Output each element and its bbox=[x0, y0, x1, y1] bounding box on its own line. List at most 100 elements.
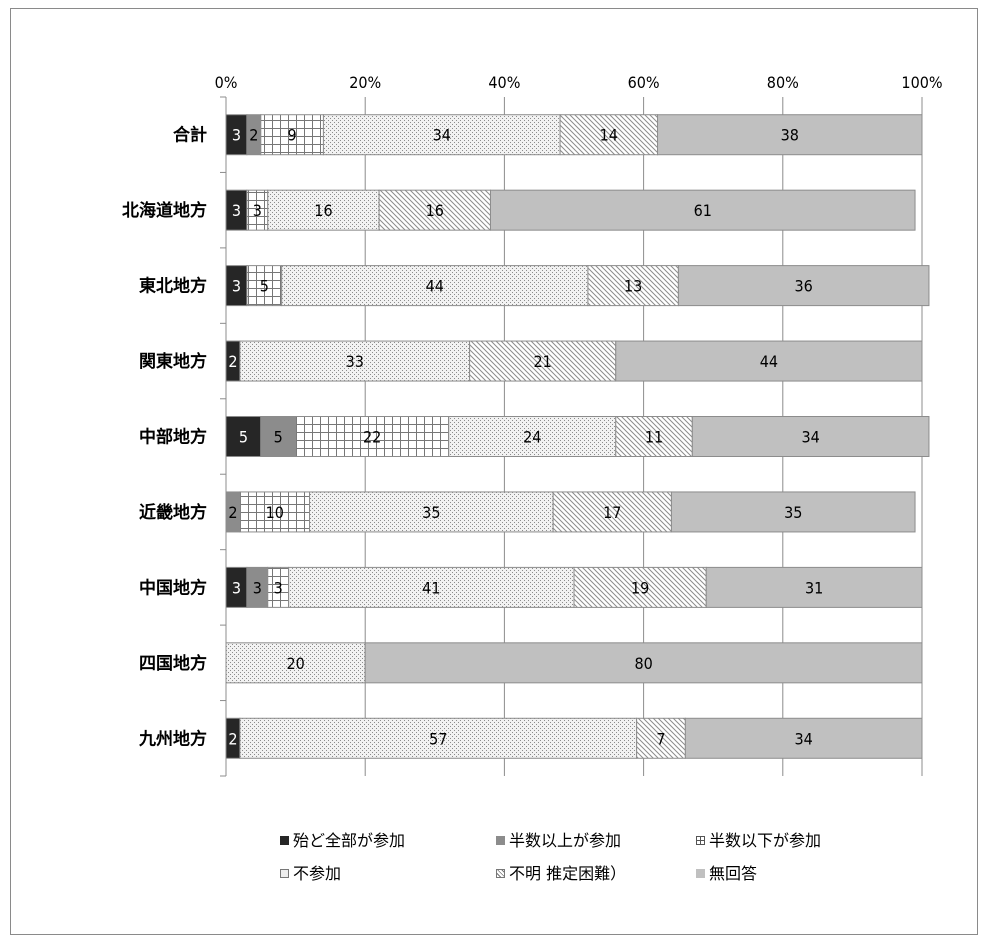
bar-segment bbox=[288, 566, 575, 608]
bar-segment bbox=[615, 340, 923, 382]
data-label: 3 bbox=[232, 277, 241, 296]
bar-segment bbox=[260, 416, 297, 457]
category-label: 中部地方 bbox=[139, 427, 207, 448]
data-label: 2 bbox=[228, 352, 237, 371]
data-label: 14 bbox=[600, 126, 618, 145]
category-label: 近畿地方 bbox=[139, 502, 207, 523]
legend-label: 半数以下が参加 bbox=[709, 831, 822, 850]
bar-layer: 3 2 9 34 14 383 3 16 16 613 5 44 13 362 33 21 445 5 22 24 11… bbox=[225, 114, 930, 759]
data-label: 33 bbox=[346, 352, 364, 371]
data-label: 5 bbox=[260, 277, 269, 296]
data-label: 61 bbox=[694, 201, 712, 220]
data-label: 3 bbox=[253, 578, 262, 597]
bar-segment bbox=[225, 416, 262, 457]
data-label: 5 bbox=[239, 428, 248, 447]
data-label: 41 bbox=[422, 578, 440, 597]
data-label: 2 bbox=[249, 126, 258, 145]
bar-segment bbox=[225, 642, 366, 684]
category-label: 合計 bbox=[173, 125, 207, 146]
bar-segment bbox=[657, 114, 923, 156]
data-label: 35 bbox=[784, 503, 802, 522]
data-label: 20 bbox=[286, 654, 304, 673]
legend-swatch bbox=[696, 869, 705, 878]
x-tick-label: 40% bbox=[488, 73, 520, 92]
x-tick-label: 20% bbox=[349, 73, 381, 92]
data-label: 13 bbox=[624, 277, 642, 296]
legend-label: 半数以上が参加 bbox=[509, 831, 622, 850]
bar-segment bbox=[587, 265, 679, 307]
bar-segment bbox=[677, 265, 930, 307]
legend-swatch bbox=[696, 836, 705, 845]
legend-swatch bbox=[280, 869, 289, 878]
bar-segment bbox=[295, 416, 450, 457]
data-label: 17 bbox=[603, 503, 621, 522]
chart-frame bbox=[10, 8, 978, 935]
category-label: 九州地方 bbox=[138, 728, 207, 749]
bar-segment bbox=[448, 416, 617, 457]
bar-segment bbox=[378, 189, 491, 231]
data-label: 24 bbox=[523, 428, 541, 447]
data-label: 34 bbox=[801, 428, 819, 447]
data-label: 11 bbox=[645, 428, 663, 447]
bar-segment bbox=[489, 189, 916, 231]
legend-item: 不参加 bbox=[280, 860, 341, 884]
legend-label: 不明 推定困難） bbox=[509, 864, 627, 883]
bar-segment bbox=[636, 717, 686, 759]
bar-segment bbox=[559, 114, 659, 156]
data-label: 34 bbox=[795, 729, 813, 748]
bar-segment bbox=[322, 114, 561, 156]
category-label: 北海道地方 bbox=[122, 200, 207, 221]
legend-item: 半数以上が参加 bbox=[496, 827, 621, 851]
data-label: 3 bbox=[232, 201, 241, 220]
bar-segment bbox=[239, 717, 638, 759]
bar-segment bbox=[260, 114, 324, 156]
bar-segment bbox=[615, 416, 693, 457]
data-label: 9 bbox=[288, 126, 297, 145]
category-label: 東北地方 bbox=[139, 276, 207, 297]
x-tick-label: 100% bbox=[901, 73, 942, 92]
bar-segment bbox=[267, 189, 380, 231]
data-label: 57 bbox=[429, 729, 447, 748]
data-label: 3 bbox=[253, 201, 262, 220]
bar-segment bbox=[309, 491, 554, 533]
category-label: 四国地方 bbox=[139, 653, 207, 674]
legend-item: 殆ど全部が参加 bbox=[280, 827, 405, 851]
data-label: 16 bbox=[426, 201, 444, 220]
data-label: 16 bbox=[314, 201, 332, 220]
data-label: 5 bbox=[274, 428, 283, 447]
data-label: 36 bbox=[795, 277, 813, 296]
bar-segment bbox=[684, 717, 923, 759]
data-label: 3 bbox=[232, 126, 241, 145]
data-label: 3 bbox=[232, 578, 241, 597]
bar-segment bbox=[239, 340, 471, 382]
x-tick-label: 60% bbox=[628, 73, 660, 92]
bar-segment bbox=[705, 566, 923, 608]
data-label: 35 bbox=[422, 503, 440, 522]
data-label: 2 bbox=[228, 503, 237, 522]
legend-swatch bbox=[280, 836, 289, 845]
data-label: 10 bbox=[266, 503, 284, 522]
legend-swatch bbox=[496, 836, 505, 845]
x-tick-layer: 0% 20% 40% 60% 80% 100% bbox=[215, 73, 943, 92]
data-label: 2 bbox=[228, 729, 237, 748]
legend-label: 無回答 bbox=[709, 864, 758, 883]
data-label: 34 bbox=[433, 126, 451, 145]
x-tick-label: 80% bbox=[767, 73, 799, 92]
x-tick-label: 0% bbox=[215, 73, 238, 92]
category-label: 関東地方 bbox=[139, 351, 207, 372]
data-label: 44 bbox=[760, 352, 778, 371]
bar-segment bbox=[552, 491, 672, 533]
data-label: 31 bbox=[805, 578, 823, 597]
data-label: 38 bbox=[781, 126, 799, 145]
legend-swatch bbox=[496, 869, 505, 878]
data-label: 22 bbox=[363, 428, 381, 447]
legend-label: 殆ど全部が参加 bbox=[293, 831, 406, 850]
legend-item: 無回答 bbox=[696, 860, 757, 884]
bar-segment bbox=[670, 491, 916, 533]
data-label: 3 bbox=[274, 578, 283, 597]
data-label: 44 bbox=[426, 277, 444, 296]
legend-item: 半数以下が参加 bbox=[696, 827, 821, 851]
legend-item: 不明 推定困難） bbox=[496, 860, 626, 884]
